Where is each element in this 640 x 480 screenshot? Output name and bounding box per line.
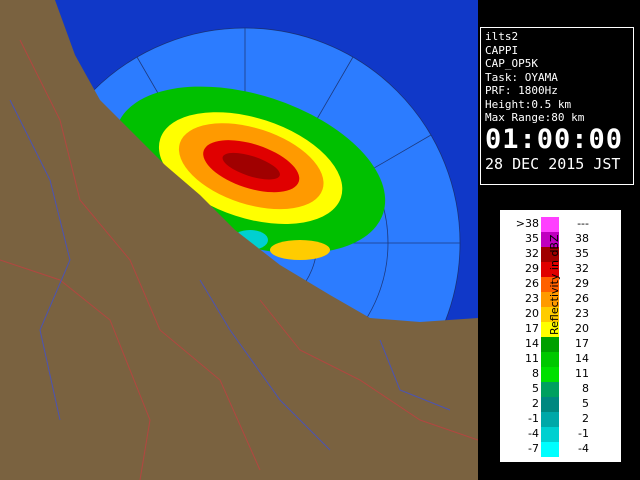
legend-high: 38 [575, 232, 589, 245]
legend-high: 8 [582, 382, 589, 395]
color-legend: >38 --- 35 38 32 35 29 32 26 29 23 26 20 23 17 20 14 17 11… [500, 210, 621, 462]
info-panel: ilts2 CAPPI CAP_OP5K Task: OYAMA PRF: 1800Hz… [480, 27, 634, 185]
legend-low: 2 [532, 397, 539, 410]
legend-swatch [541, 397, 559, 412]
legend-swatch [541, 367, 559, 382]
legend-low: -7 [528, 442, 539, 455]
legend-swatch [541, 232, 559, 247]
info-line: Max Range:80 km [485, 111, 585, 124]
legend-swatch [541, 427, 559, 442]
legend-low: -4 [528, 427, 539, 440]
legend-low: 32 [525, 247, 539, 260]
legend-swatch [541, 307, 559, 322]
legend-low: 11 [525, 352, 539, 365]
legend-high: 29 [575, 277, 589, 290]
legend-swatch [541, 217, 559, 232]
time: 01:00:00 [485, 123, 624, 155]
legend-low: 35 [525, 232, 539, 245]
legend-swatch [541, 412, 559, 427]
legend-title: Reflectivity in dBZ [548, 234, 561, 335]
legend-high: 2 [582, 412, 589, 425]
legend-high: 5 [582, 397, 589, 410]
legend-low: 23 [525, 292, 539, 305]
legend-swatch [541, 292, 559, 307]
legend-high: --- [577, 217, 589, 230]
info-line: PRF: 1800Hz [485, 84, 558, 97]
legend-low: -1 [528, 412, 539, 425]
legend-low: 17 [525, 322, 539, 335]
legend-swatch [541, 262, 559, 277]
legend-low: >38 [515, 217, 539, 230]
legend-high: 11 [575, 367, 589, 380]
legend-swatch [541, 322, 559, 337]
legend-high: 32 [575, 262, 589, 275]
info-line: ilts2 [485, 30, 519, 43]
legend-swatch [541, 277, 559, 292]
legend-swatch [541, 247, 559, 262]
legend-low: 8 [532, 367, 539, 380]
legend-low: 26 [525, 277, 539, 290]
legend-high: 14 [575, 352, 589, 365]
legend-swatch [541, 442, 559, 457]
info-line: Task: OYAMA [485, 70, 558, 84]
legend-high: -4 [578, 442, 589, 455]
legend-swatch [541, 352, 559, 367]
legend-high: 35 [575, 247, 589, 260]
legend-high: -1 [578, 427, 589, 440]
legend-low: 5 [532, 382, 539, 395]
legend-high: 20 [575, 322, 589, 335]
legend-swatch [541, 382, 559, 397]
legend-swatch [541, 337, 559, 352]
info-line: Height:0.5 km [485, 97, 572, 111]
legend-high: 26 [575, 292, 589, 305]
legend-high: 17 [575, 337, 589, 350]
legend-low: 14 [525, 337, 539, 350]
legend-low: 20 [525, 307, 539, 320]
info-line: CAPPI [485, 43, 519, 57]
legend-low: 29 [525, 262, 539, 275]
date: 28 DEC 2015 JST [485, 154, 621, 173]
radar-map [0, 0, 478, 480]
info-line: CAP_OP5K [485, 57, 538, 70]
legend-high: 23 [575, 307, 589, 320]
